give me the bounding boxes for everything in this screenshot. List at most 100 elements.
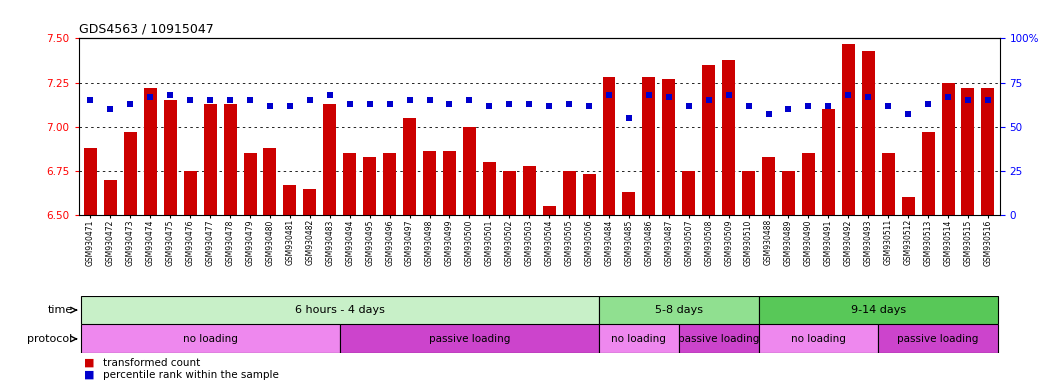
Point <box>840 92 856 98</box>
Text: 5-8 days: 5-8 days <box>654 305 703 315</box>
Point <box>860 94 876 100</box>
Point <box>461 97 477 103</box>
Bar <box>143 88 157 215</box>
Bar <box>663 79 675 215</box>
Bar <box>84 148 97 215</box>
Point <box>541 103 558 109</box>
Point <box>321 92 338 98</box>
Bar <box>921 132 935 215</box>
Bar <box>542 206 556 215</box>
Point <box>421 97 438 103</box>
Bar <box>602 77 616 215</box>
Point <box>760 111 777 118</box>
Bar <box>678 324 759 353</box>
Bar <box>304 189 316 215</box>
Point <box>980 97 997 103</box>
Point <box>500 101 517 107</box>
Point <box>202 97 219 103</box>
Point <box>661 94 677 100</box>
Text: no loading: no loading <box>183 334 238 344</box>
Point <box>820 103 837 109</box>
Bar <box>782 171 795 215</box>
Bar <box>981 88 995 215</box>
Text: ■: ■ <box>84 370 97 380</box>
Point <box>780 106 797 112</box>
Point <box>899 111 916 118</box>
Point <box>381 101 398 107</box>
Point <box>142 94 159 100</box>
Bar <box>81 324 340 353</box>
Bar <box>882 153 895 215</box>
Bar <box>104 180 117 215</box>
Point <box>740 103 757 109</box>
Point <box>401 97 418 103</box>
Bar <box>443 151 455 215</box>
Point <box>641 92 658 98</box>
Bar <box>599 296 759 324</box>
Point <box>960 97 977 103</box>
Bar <box>204 104 217 215</box>
Text: percentile rank within the sample: percentile rank within the sample <box>103 370 279 380</box>
Bar <box>722 60 735 215</box>
Text: no loading: no loading <box>611 334 666 344</box>
Point <box>162 92 179 98</box>
Point <box>441 101 458 107</box>
Text: transformed count: transformed count <box>103 358 200 368</box>
Bar <box>683 171 695 215</box>
Bar <box>878 324 998 353</box>
Bar <box>183 171 197 215</box>
Bar <box>703 65 715 215</box>
Bar <box>163 100 177 215</box>
Bar <box>901 197 915 215</box>
Point <box>122 101 139 107</box>
Point <box>621 115 638 121</box>
Point <box>800 103 817 109</box>
Bar <box>643 77 655 215</box>
Bar <box>522 166 536 215</box>
Point <box>720 92 737 98</box>
Text: time: time <box>47 305 72 315</box>
Point <box>302 97 318 103</box>
Point <box>222 97 239 103</box>
Bar <box>599 324 678 353</box>
Bar <box>862 51 874 215</box>
Bar <box>941 83 955 215</box>
Bar <box>403 118 416 215</box>
Text: passive loading: passive loading <box>678 334 759 344</box>
Bar <box>363 157 376 215</box>
Bar <box>623 192 636 215</box>
Point <box>681 103 697 109</box>
Bar <box>284 185 296 215</box>
Bar <box>842 44 854 215</box>
Point <box>581 103 598 109</box>
Bar <box>340 324 599 353</box>
Text: passive loading: passive loading <box>897 334 979 344</box>
Bar <box>264 148 276 215</box>
Bar <box>383 153 396 215</box>
Bar <box>483 162 496 215</box>
Point <box>481 103 497 109</box>
Bar <box>503 171 516 215</box>
Bar <box>343 153 356 215</box>
Point <box>361 101 378 107</box>
Point <box>520 101 537 107</box>
Text: protocol: protocol <box>27 334 72 344</box>
Bar <box>762 157 775 215</box>
Point <box>939 94 956 100</box>
Point <box>700 97 717 103</box>
Text: no loading: no loading <box>790 334 846 344</box>
Point <box>182 97 199 103</box>
Point <box>102 106 118 112</box>
Point <box>561 101 578 107</box>
Text: 6 hours - 4 days: 6 hours - 4 days <box>295 305 384 315</box>
Text: ■: ■ <box>84 358 97 368</box>
Bar <box>81 296 599 324</box>
Point <box>82 97 98 103</box>
Bar <box>423 151 436 215</box>
Bar <box>802 153 815 215</box>
Bar <box>961 88 975 215</box>
Bar <box>224 104 237 215</box>
Point <box>601 92 618 98</box>
Bar <box>562 171 576 215</box>
Text: GDS4563 / 10915047: GDS4563 / 10915047 <box>79 23 214 36</box>
